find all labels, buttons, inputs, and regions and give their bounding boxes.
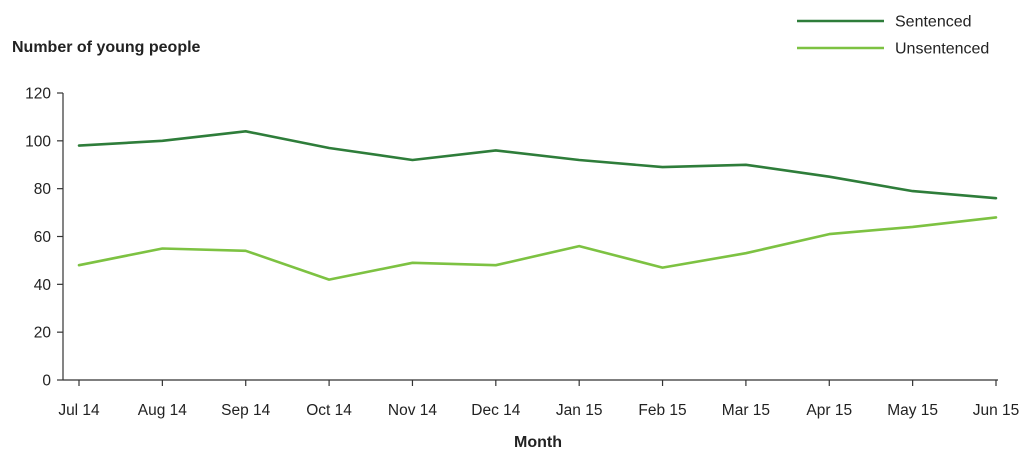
x-tick-label: Feb 15 <box>638 402 686 419</box>
series-layer <box>77 130 998 281</box>
axes: 0 20 40 60 80 100 120 Jul 14 Aug 14 Sep 14 Oct 14 N… <box>25 86 1019 420</box>
x-tick-label: Jul 14 <box>58 402 100 419</box>
y-tick-label: 20 <box>34 325 52 342</box>
x-tick-label: Oct 14 <box>306 402 352 419</box>
series-line-sentenced <box>77 130 998 200</box>
x-tick-label: Aug 14 <box>138 402 188 419</box>
y-tick-label: 80 <box>34 181 52 198</box>
x-tick-label: Jun 15 <box>973 402 1020 419</box>
y-tick-label: 60 <box>34 229 52 246</box>
x-tick-label: Nov 14 <box>388 402 437 419</box>
x-tick-label: Apr 15 <box>806 402 852 419</box>
x-axis-title: Month <box>514 434 562 451</box>
legend-label-sentenced: Sentenced <box>895 14 972 31</box>
y-tick-label: 120 <box>25 86 51 103</box>
y-tick-label: 0 <box>42 373 51 390</box>
x-tick-label: Jan 15 <box>556 402 603 419</box>
legend: Sentenced Unsentenced <box>797 14 989 58</box>
x-tick-label: Dec 14 <box>471 402 520 419</box>
x-tick-label: May 15 <box>887 402 938 419</box>
y-axis-title: Number of young people <box>12 39 201 56</box>
series-line-unsentenced <box>77 216 998 281</box>
x-tick-label: Sep 14 <box>221 402 271 419</box>
legend-label-unsentenced: Unsentenced <box>895 41 989 58</box>
x-tick-label: Mar 15 <box>722 402 770 419</box>
y-tick-label: 100 <box>25 133 51 150</box>
y-tick-label: 40 <box>34 277 52 294</box>
